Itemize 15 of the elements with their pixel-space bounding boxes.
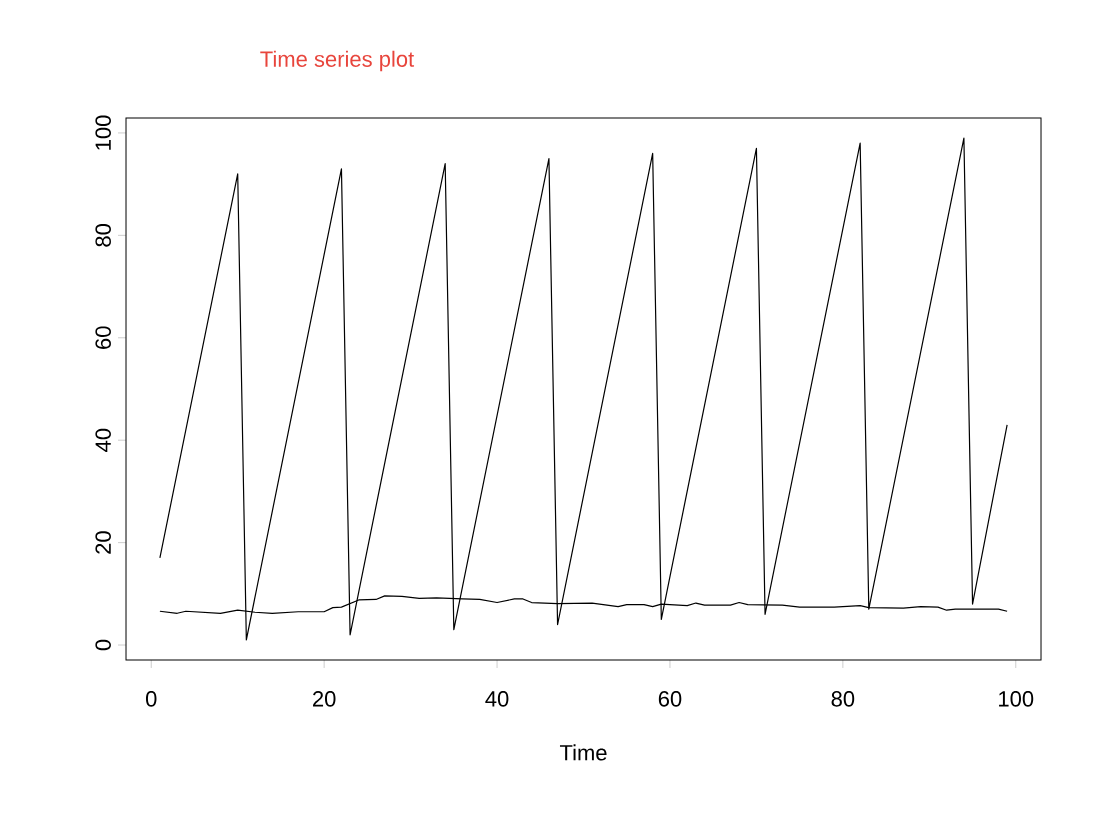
y-tick-label: 60 [95, 326, 111, 349]
y-tick-label: 20 [95, 531, 111, 554]
x-tick-label: 20 [313, 691, 336, 707]
y-tick-label: 40 [95, 428, 111, 452]
y-tick-label: 100 [95, 115, 111, 150]
x-tick-label: 0 [145, 691, 157, 707]
x-axis-title: Time [559, 744, 607, 761]
x-tick-label: 40 [485, 691, 509, 707]
y-tick-label: 80 [95, 224, 111, 247]
y-tick-label: 0 [95, 639, 111, 651]
x-tick-label: 80 [831, 691, 855, 707]
line-series [159, 137, 1008, 641]
x-tick-label: 100 [999, 691, 1034, 707]
x-tick-label: 60 [658, 691, 682, 707]
chart-title: Time series plot [260, 50, 415, 72]
